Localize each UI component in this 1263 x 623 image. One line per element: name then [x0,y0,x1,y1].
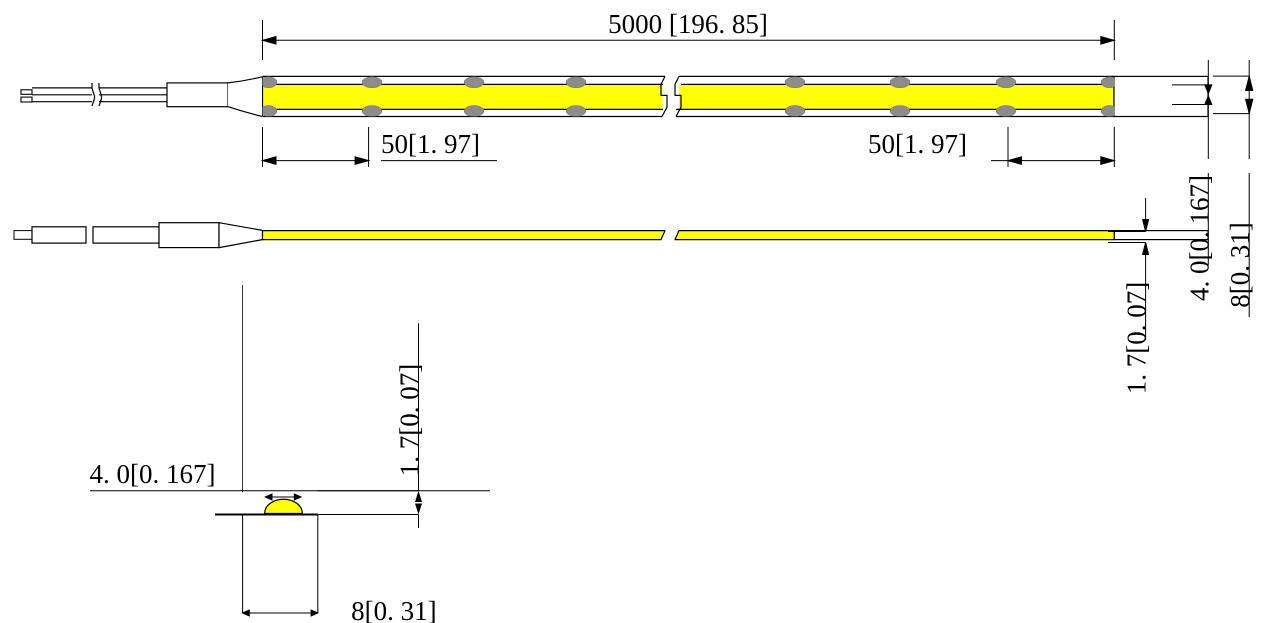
svg-text:50[1. 97]: 50[1. 97] [381,129,480,159]
svg-text:8[0. 31]: 8[0. 31] [1225,222,1255,307]
svg-text:8[0. 31]: 8[0. 31] [351,596,436,623]
svg-text:1. 7[0. 07]: 1. 7[0. 07] [1122,282,1152,394]
svg-text:5000 [196. 85]: 5000 [196. 85] [608,9,768,39]
svg-text:1. 7[0. 07]: 1. 7[0. 07] [395,364,425,476]
svg-text:50[1. 97]: 50[1. 97] [868,129,967,159]
svg-text:4. 0[0. 167]: 4. 0[0. 167] [1184,175,1214,301]
svg-text:4. 0[0. 167]: 4. 0[0. 167] [90,459,216,489]
